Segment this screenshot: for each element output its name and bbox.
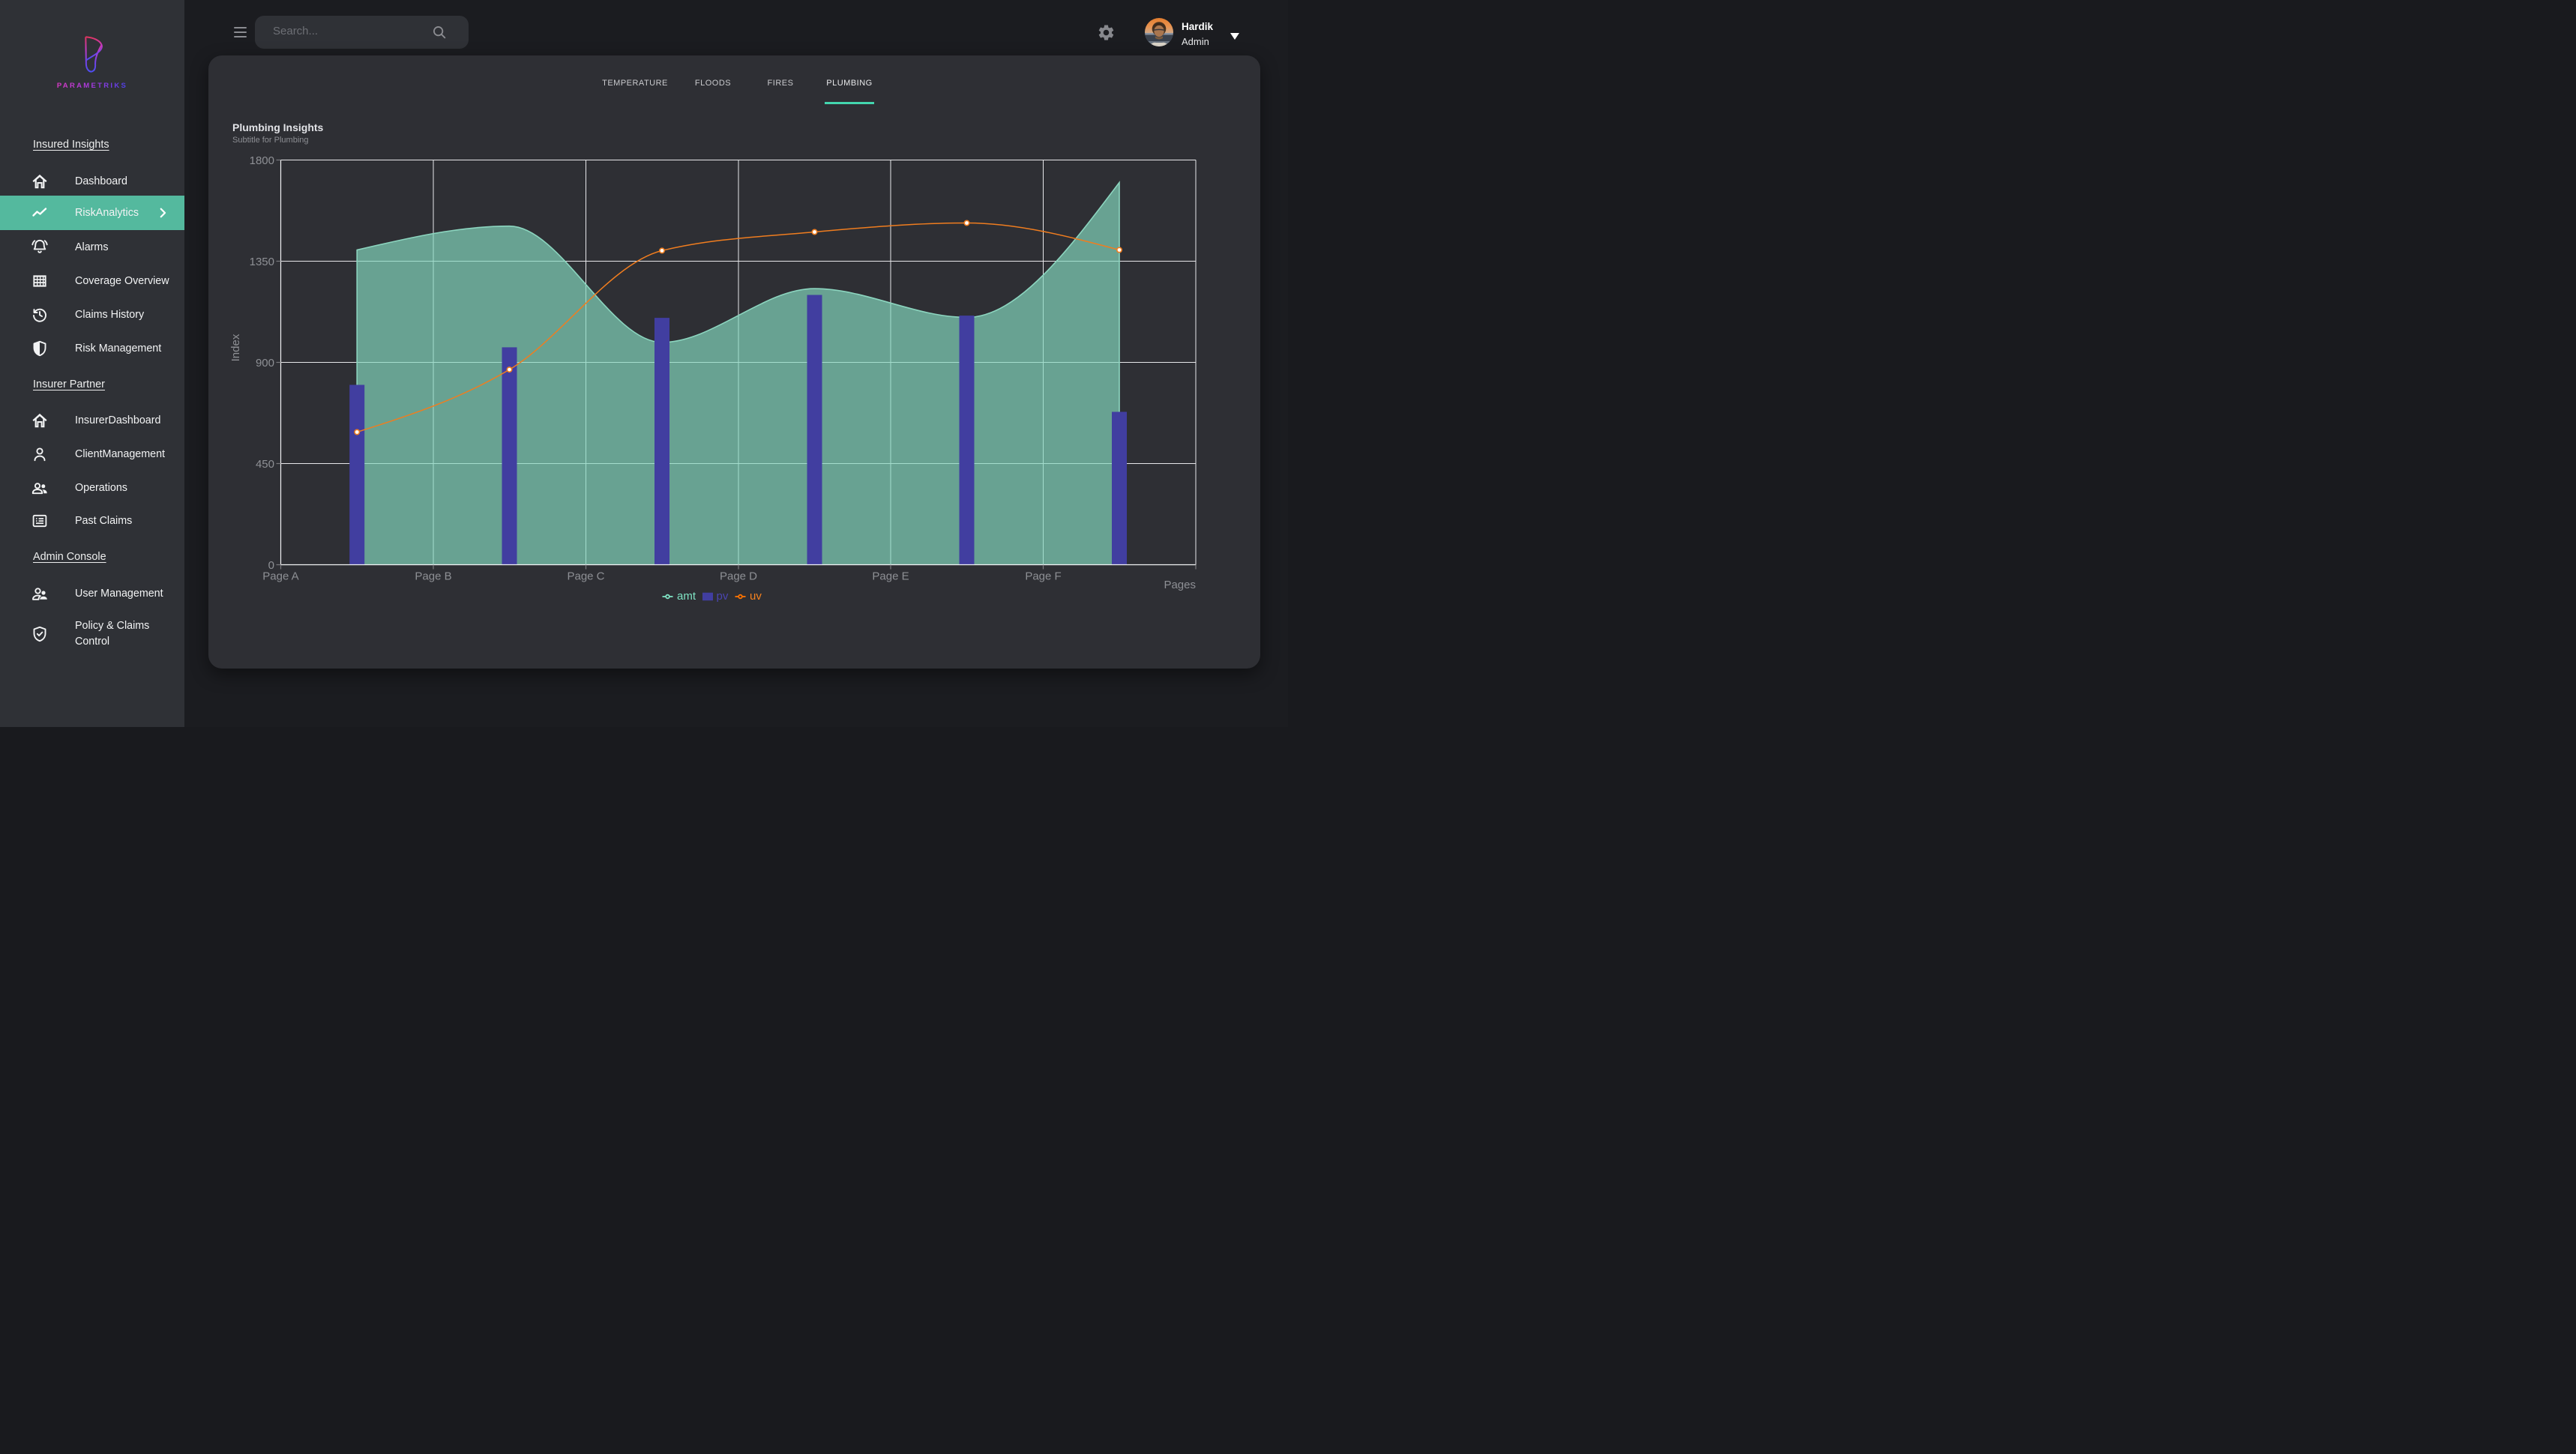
svg-text:pv: pv	[717, 590, 729, 603]
svg-text:Page B: Page B	[415, 570, 451, 583]
svg-text:Page C: Page C	[567, 570, 604, 583]
svg-text:uv: uv	[750, 590, 762, 603]
svg-text:Page F: Page F	[1025, 570, 1061, 583]
svg-text:amt: amt	[677, 590, 696, 603]
svg-text:0: 0	[268, 559, 274, 572]
svg-text:1800: 1800	[250, 154, 274, 167]
svg-text:Page A: Page A	[262, 570, 298, 583]
svg-text:Page D: Page D	[720, 570, 757, 583]
svg-text:Page E: Page E	[872, 570, 909, 583]
svg-text:Index: Index	[229, 334, 242, 361]
svg-text:900: 900	[256, 357, 274, 369]
svg-text:450: 450	[256, 458, 274, 471]
svg-text:Pages: Pages	[1164, 579, 1196, 591]
svg-text:1350: 1350	[250, 256, 274, 268]
